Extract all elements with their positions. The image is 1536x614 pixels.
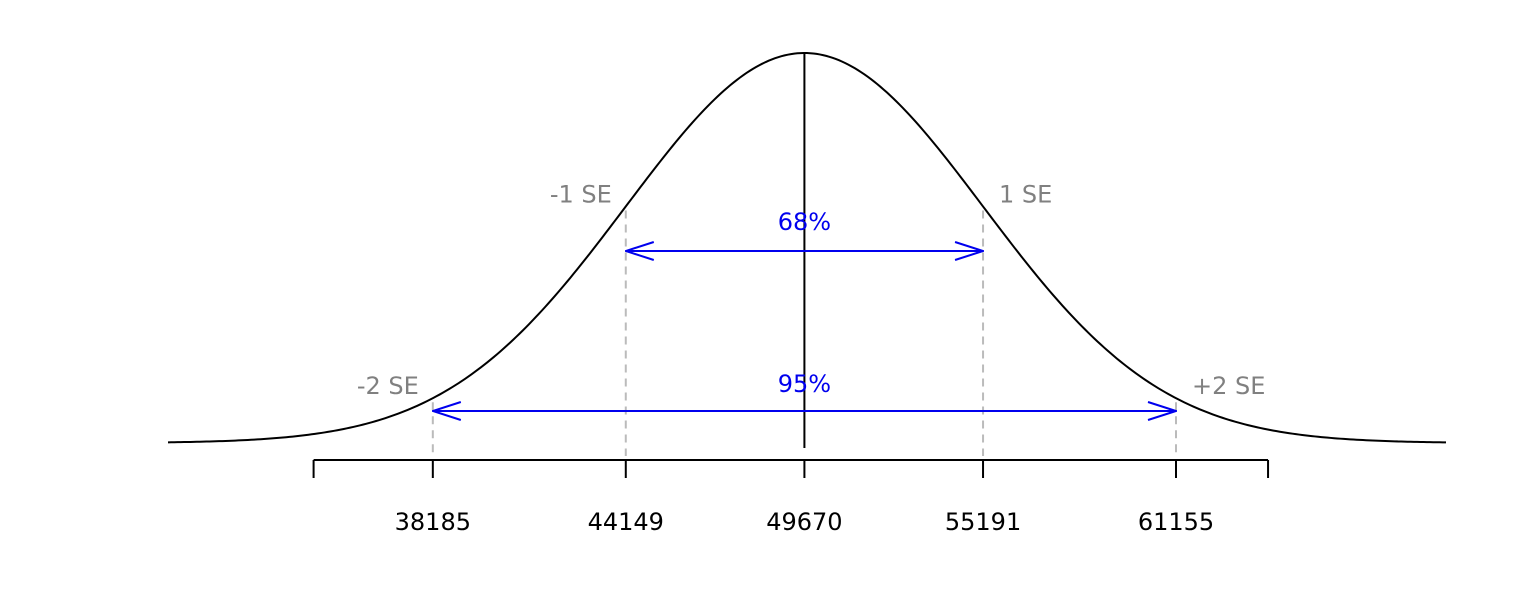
tick-label: 38185 (395, 508, 471, 536)
interval-label: 95% (778, 370, 831, 398)
x-axis: 38185 44149 49670 55191 61155 (312, 459, 1270, 536)
tick-label: 49670 (766, 508, 842, 536)
confidence-intervals: 68% 95% (433, 208, 1176, 411)
tick-label: 44149 (588, 508, 664, 536)
se-labels: -2 SE -1 SE 1 SE +2 SE (357, 180, 1266, 400)
se-label: +2 SE (1192, 372, 1265, 400)
se-label: 1 SE (999, 180, 1052, 208)
tick-label: 61155 (1138, 508, 1214, 536)
se-label: -1 SE (550, 180, 612, 208)
tick-label: 55191 (945, 508, 1021, 536)
se-label: -2 SE (357, 372, 419, 400)
interval-label: 68% (778, 208, 831, 236)
density-curve (167, 51, 1447, 444)
se-guide-lines (431, 210, 1178, 456)
